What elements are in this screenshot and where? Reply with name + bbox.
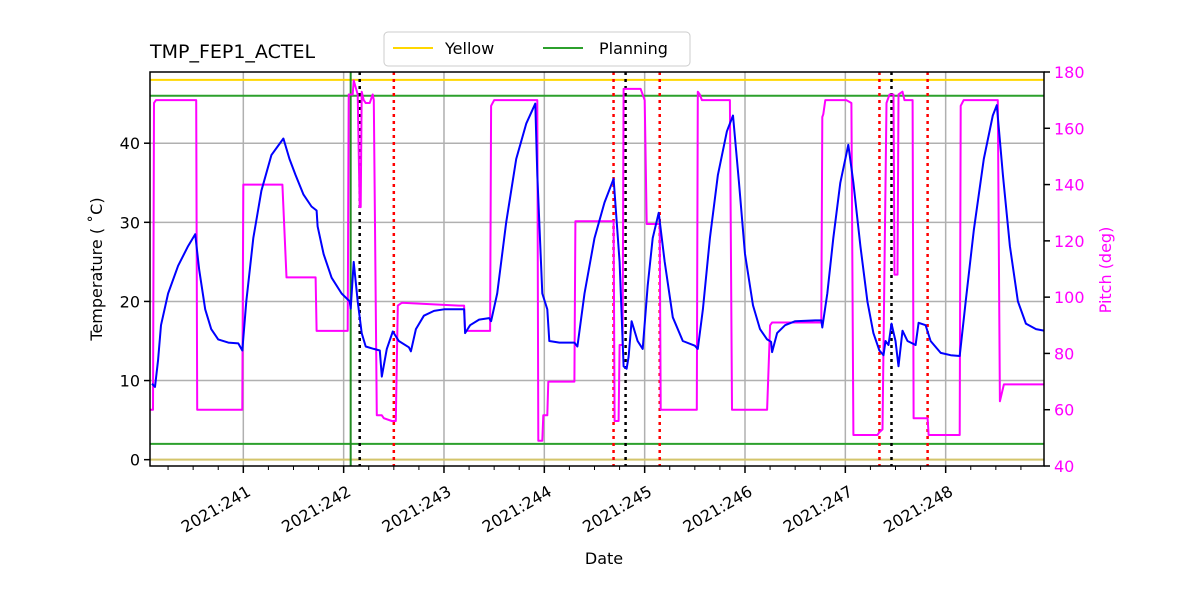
- chart-title: TMP_FEP1_ACTEL: [149, 41, 315, 63]
- y-axis-label-right: Pitch (deg): [1096, 227, 1115, 314]
- legend-box: [383, 31, 691, 67]
- limit-lines: [150, 78, 1044, 461]
- y-right-tick-label: 140: [1054, 176, 1085, 195]
- x-axis-label: Date: [585, 549, 623, 568]
- event-lines: [349, 72, 929, 466]
- y-tick-label: 20: [120, 292, 140, 311]
- y-axis-label-left: Temperature ( ˚C): [87, 197, 106, 341]
- y-tick-label: 30: [120, 213, 140, 232]
- data-series: [150, 79, 1044, 442]
- y-right-tick-label: 60: [1054, 401, 1074, 420]
- y-right-tick-label: 40: [1054, 457, 1074, 476]
- y-axis-ticks-right: 40 60 80 100 120 140 160 180: [1044, 63, 1085, 476]
- y-tick-label: 40: [120, 134, 140, 153]
- y-right-tick-label: 80: [1054, 344, 1074, 363]
- y-right-tick-label: 100: [1054, 288, 1085, 307]
- temperature-line: [151, 102, 1044, 388]
- y-right-tick-label: 180: [1054, 63, 1085, 82]
- legend: Yellow Planning: [383, 31, 691, 67]
- y-tick-label: 0: [130, 451, 140, 470]
- pitch-line: [150, 79, 1044, 442]
- y-right-tick-label: 160: [1054, 119, 1085, 138]
- plot-frame: [149, 71, 1045, 467]
- y-axis-ticks-left: 0 10 20 30 40: [120, 134, 150, 470]
- y-right-tick-label: 120: [1054, 232, 1085, 251]
- legend-yellow-label: Yellow: [444, 39, 494, 58]
- y-tick-label: 10: [120, 372, 140, 391]
- legend-planning-label: Planning: [599, 39, 668, 58]
